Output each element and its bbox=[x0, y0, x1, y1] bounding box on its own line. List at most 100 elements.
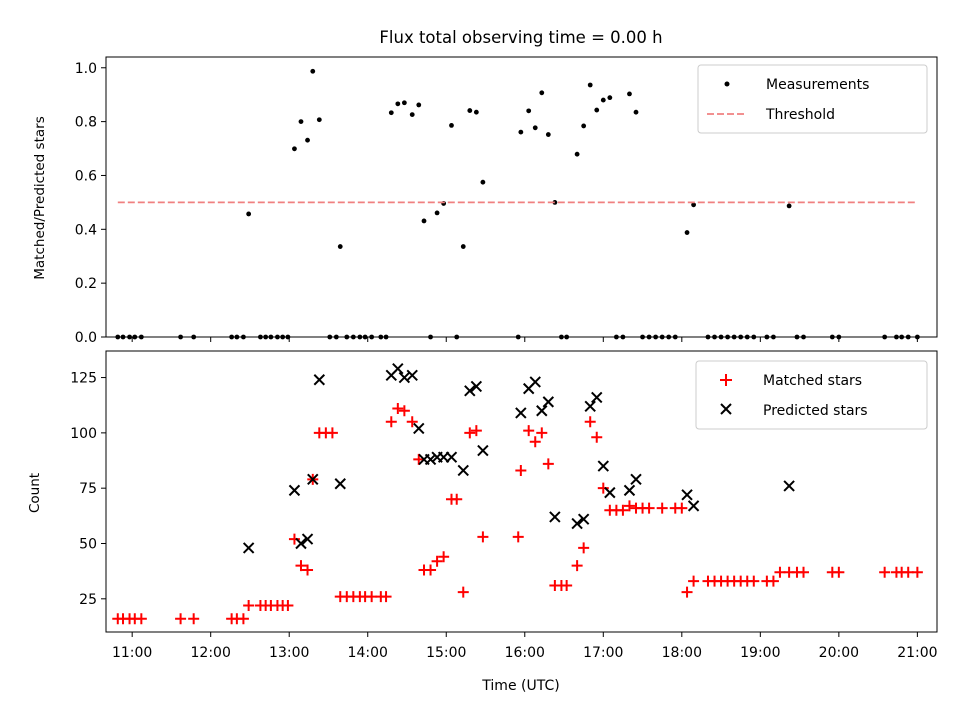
predicted-stars-point bbox=[464, 385, 476, 397]
bottom-y-tick-label: 50 bbox=[79, 536, 97, 552]
predicted-stars-point bbox=[515, 407, 527, 419]
measurement-point bbox=[305, 137, 310, 143]
x-tick-label: 15:00 bbox=[426, 645, 466, 661]
bottom-panel: Count Time (UTC) 25 50 75 100 125 11:00 12:00 1… bbox=[27, 350, 938, 694]
matched-stars-point bbox=[676, 502, 688, 514]
x-tick-label: 18:00 bbox=[662, 645, 702, 661]
matched-stars-point bbox=[542, 458, 554, 470]
matched-stars-point bbox=[175, 613, 187, 625]
predicted-stars-point bbox=[288, 484, 301, 497]
matched-stars-point bbox=[767, 575, 779, 587]
predicted-stars-point bbox=[591, 391, 603, 404]
measurement-point bbox=[627, 91, 632, 97]
measurement-point bbox=[587, 82, 593, 88]
legend-predicted-label: Predicted stars bbox=[763, 403, 868, 419]
measurement-point bbox=[552, 199, 558, 205]
predicted-stars-point bbox=[536, 405, 548, 417]
predicted-stars-point bbox=[630, 473, 642, 486]
matched-stars-point bbox=[470, 425, 482, 437]
top-legend-box bbox=[697, 64, 928, 134]
predicted-stars-point bbox=[470, 380, 483, 393]
matched-stars-point bbox=[431, 555, 443, 567]
matched-stars-point bbox=[282, 599, 294, 611]
matched-stars-point bbox=[406, 416, 418, 428]
matched-stars-point bbox=[681, 586, 693, 598]
predicted-stars-point bbox=[542, 396, 555, 408]
measurement-point bbox=[691, 202, 696, 208]
bottom-y-tick-label: 75 bbox=[79, 481, 97, 497]
matched-stars-point bbox=[748, 575, 760, 587]
measurement-point bbox=[246, 211, 252, 217]
bottom-y-tick-label: 100 bbox=[70, 426, 97, 442]
predicted-stars-point bbox=[577, 513, 590, 525]
legend-threshold-label: Threshold bbox=[765, 107, 835, 123]
measurement-point bbox=[416, 102, 422, 108]
matched-stars-point bbox=[591, 431, 603, 443]
matched-stars-point bbox=[302, 564, 314, 576]
predicted-stars-point bbox=[301, 533, 314, 545]
matched-stars-point bbox=[398, 405, 410, 417]
matched-stars-point bbox=[617, 504, 629, 516]
legend-matched-label: Matched stars bbox=[763, 373, 862, 389]
predicted-stars-point bbox=[623, 484, 636, 497]
measurement-point bbox=[607, 95, 613, 101]
top-y-tick-label: 0.4 bbox=[75, 222, 97, 238]
measurement-point bbox=[786, 203, 792, 209]
measurement-point bbox=[473, 109, 479, 115]
matched-stars-point bbox=[326, 427, 338, 439]
top-y-tick-label: 0.0 bbox=[75, 330, 97, 346]
x-tick-label: 12:00 bbox=[191, 645, 231, 661]
bottom-series bbox=[242, 362, 795, 554]
bottom-legend-box bbox=[695, 360, 928, 430]
legend-measurements-label: Measurements bbox=[766, 77, 869, 93]
x-tick-label: 17:00 bbox=[583, 645, 623, 661]
predicted-stars-point bbox=[334, 478, 346, 490]
matched-stars-point bbox=[523, 425, 535, 437]
matched-stars-point bbox=[425, 564, 437, 576]
measurement-point bbox=[421, 218, 427, 224]
matched-stars-point bbox=[237, 613, 249, 625]
predicted-stars-point bbox=[424, 453, 437, 466]
top-y-tick-label: 0.8 bbox=[75, 115, 97, 131]
measurement-point bbox=[409, 112, 415, 118]
bottom-y-axis-label: Count bbox=[27, 473, 43, 513]
matched-stars-point bbox=[392, 403, 404, 415]
measurement-point bbox=[480, 179, 486, 185]
bottom-y-tick-label: 125 bbox=[70, 371, 97, 387]
predicted-stars-point bbox=[477, 444, 489, 457]
matched-stars-point bbox=[623, 500, 635, 512]
measurement-point bbox=[581, 123, 587, 129]
matched-stars-point bbox=[457, 586, 469, 598]
matched-stars-point bbox=[477, 531, 489, 543]
bottom-y-tick-label: 25 bbox=[79, 592, 97, 608]
matched-stars-point bbox=[879, 566, 891, 578]
matched-stars-point bbox=[515, 464, 527, 476]
predicted-stars-point bbox=[584, 400, 596, 413]
measurement-point bbox=[316, 117, 322, 123]
predicted-stars-point bbox=[406, 369, 418, 382]
measurement-point bbox=[395, 101, 401, 107]
top-y-tick-label: 0.2 bbox=[75, 276, 97, 292]
x-tick-label: 11:00 bbox=[112, 645, 152, 661]
matched-stars-point bbox=[571, 560, 583, 572]
matched-stars-point bbox=[438, 551, 450, 563]
predicted-stars-point bbox=[529, 376, 541, 388]
measurement-point bbox=[401, 100, 407, 106]
top-panel: Matched/Predicted stars 0.0 0.2 0.4 0.6 0.8 1… bbox=[32, 56, 938, 346]
top-y-axis-label: Matched/Predicted stars bbox=[32, 116, 48, 279]
x-tick-label: 14:00 bbox=[348, 645, 388, 661]
predicted-stars-point bbox=[783, 480, 795, 492]
matched-stars-point bbox=[512, 531, 524, 543]
predicted-stars-point bbox=[307, 473, 319, 486]
matched-stars-point bbox=[288, 533, 300, 545]
matched-stars-point bbox=[536, 427, 548, 439]
matched-stars-point bbox=[911, 566, 923, 578]
predicted-stars-point bbox=[413, 422, 425, 435]
measurement-point bbox=[594, 107, 600, 113]
bottom-legend: Matched stars Predicted stars bbox=[695, 360, 928, 430]
legend-predicted-marker bbox=[720, 403, 732, 415]
top-legend: Measurements Threshold bbox=[697, 64, 928, 134]
measurement-point bbox=[298, 119, 304, 125]
bottom-axes-frame bbox=[105, 350, 938, 633]
predicted-stars-point bbox=[549, 511, 561, 523]
